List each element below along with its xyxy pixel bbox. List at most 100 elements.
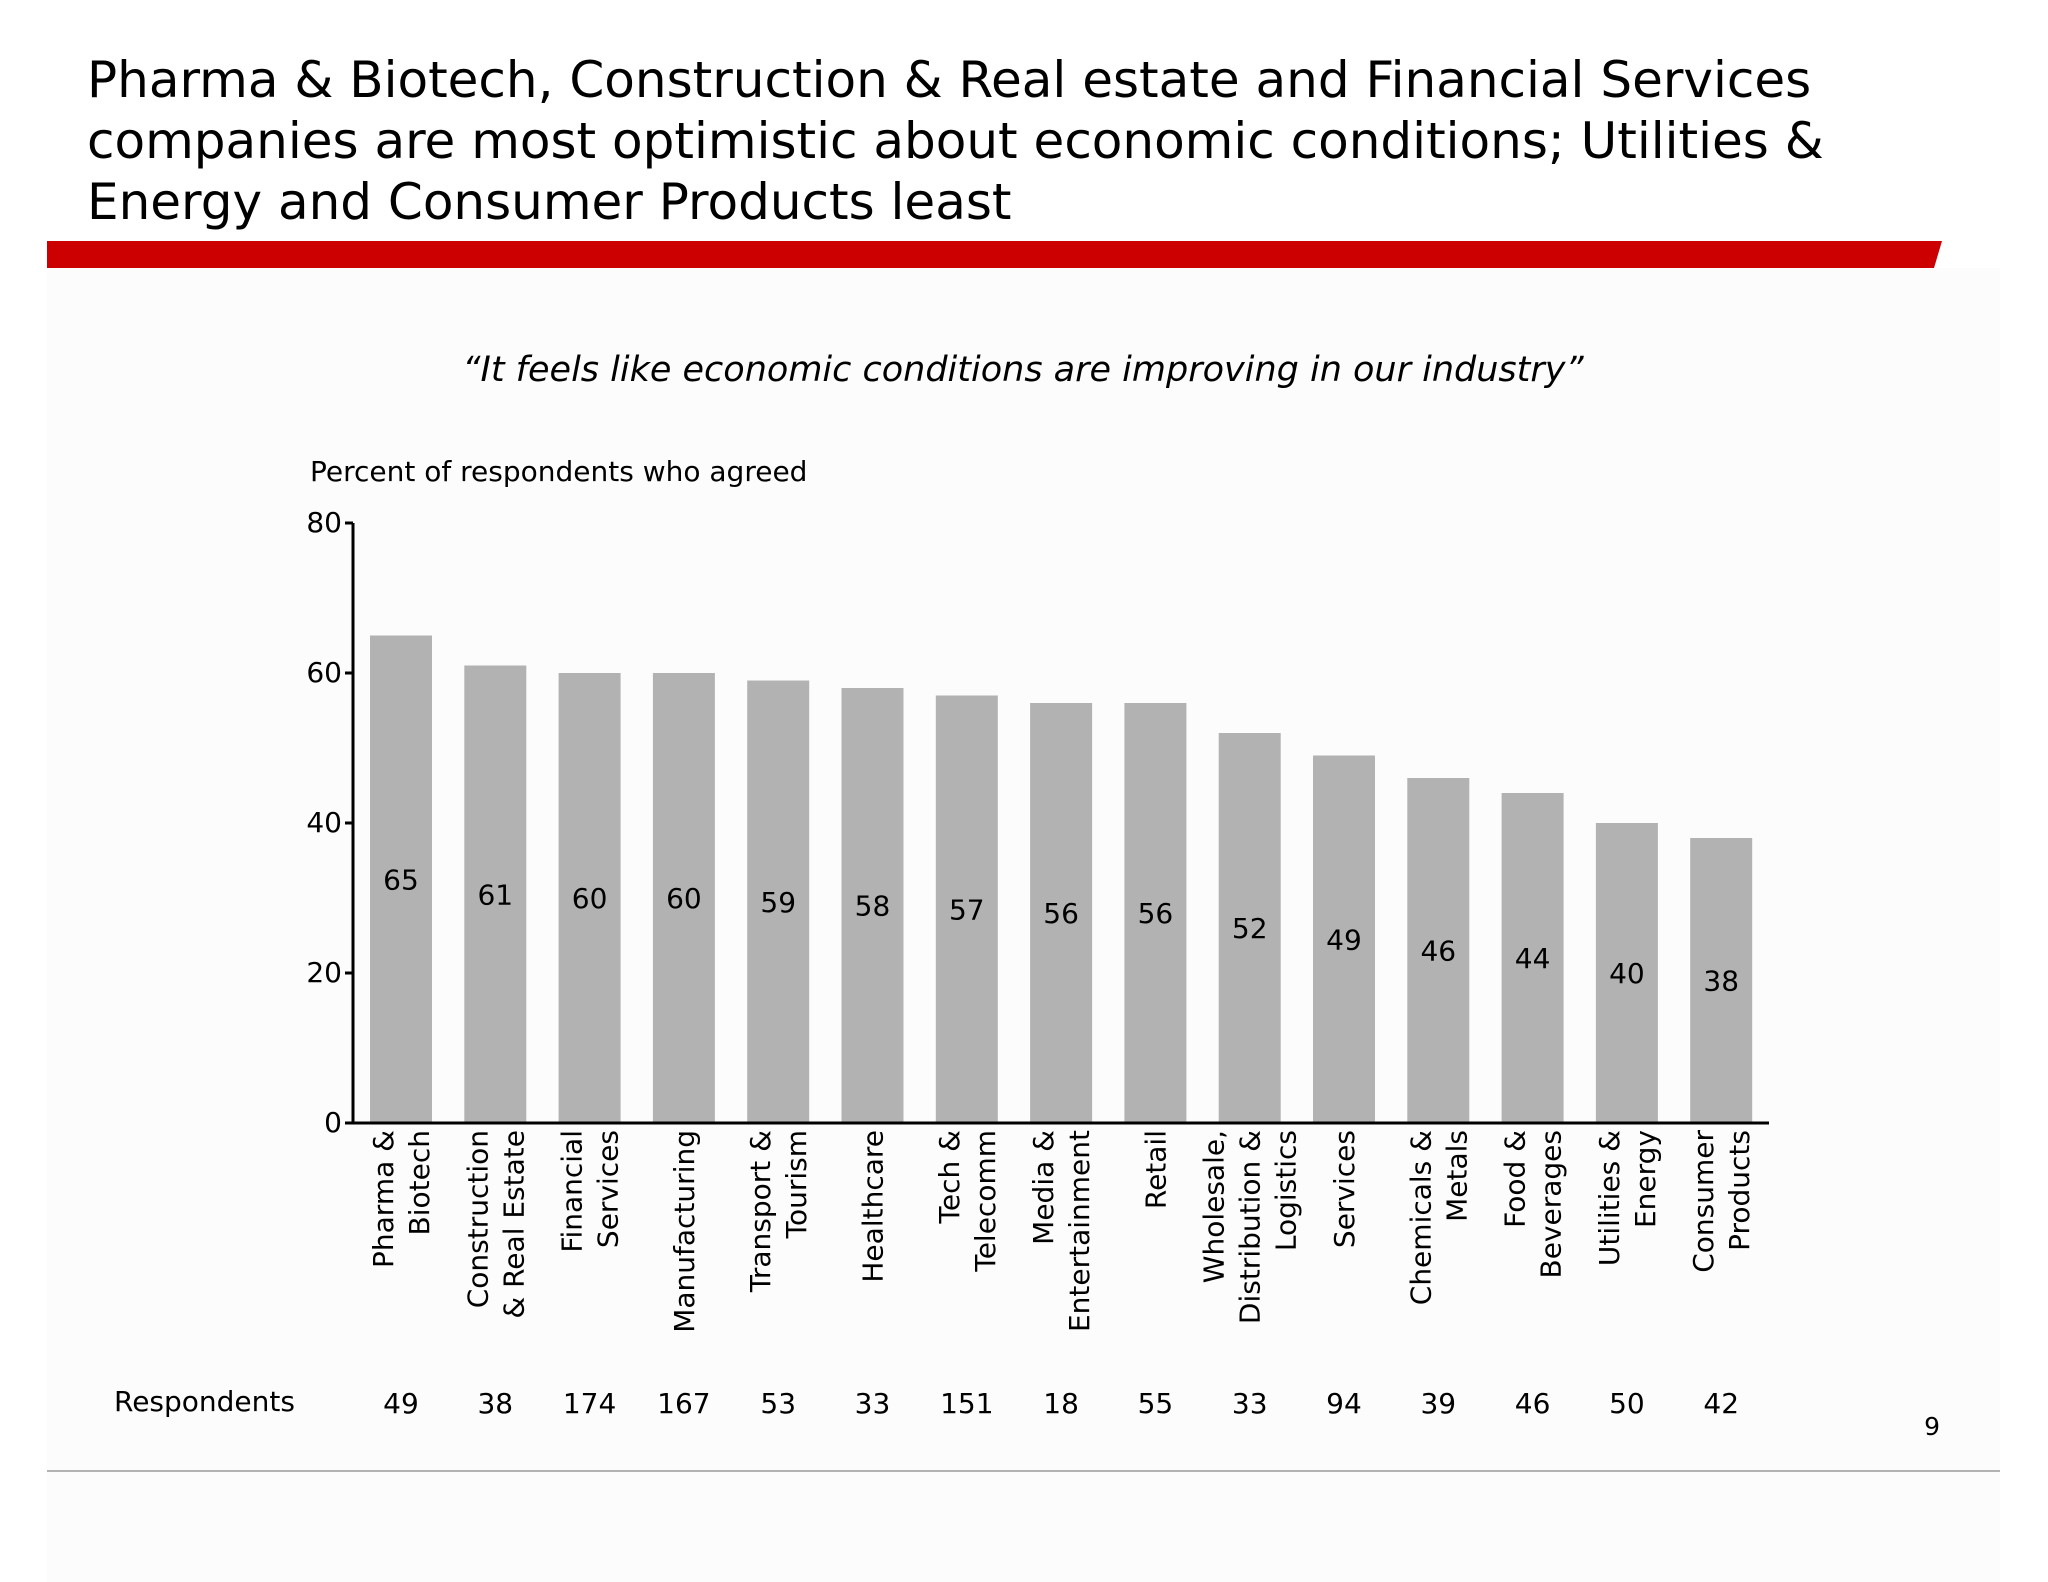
respondents-value: 39 (1420, 1387, 1456, 1420)
x-tick-label-line: Pharma & (367, 1130, 400, 1268)
x-tick-label-line: Biotech (403, 1130, 436, 1235)
chart-title: “It feels like economic conditions are i… (462, 350, 1584, 390)
respondents-value: 33 (855, 1387, 891, 1420)
x-tick-label-line: Chemicals & (1404, 1130, 1437, 1305)
x-tick-label: Tech & Telecomm (933, 1130, 1002, 1273)
x-tick-label-line: Media & (1027, 1130, 1060, 1245)
bar-chart: “It feels like economic conditions are i… (306, 350, 1769, 1420)
page-title: Pharma & Biotech, Construction & Real es… (87, 51, 1824, 231)
respondents-value: 167 (657, 1387, 710, 1420)
x-tick-label: Retail (1139, 1130, 1172, 1209)
bar-value-label: 49 (1326, 923, 1362, 956)
bar (841, 688, 904, 1123)
x-tick-label-line: Food & (1499, 1130, 1532, 1228)
x-tick-label-line: & Real Estate (497, 1130, 530, 1319)
x-tick-label: Consumer Products (1687, 1130, 1756, 1273)
bar (1407, 778, 1470, 1123)
bar-value-label: 61 (477, 878, 513, 911)
y-tick-label: 20 (306, 956, 342, 989)
y-axis-label: Percent of respondents who agreed (310, 455, 807, 488)
bar-value-label: 46 (1420, 935, 1456, 968)
x-tick-label-line: Wholesale, (1198, 1130, 1231, 1283)
x-tick-label-line: Energy (1629, 1130, 1662, 1228)
bar-value-label: 40 (1609, 957, 1645, 990)
x-tick-label: Chemicals & Metals (1404, 1130, 1473, 1305)
x-tick-label-line: Healthcare (857, 1130, 890, 1283)
bar-value-label: 65 (383, 863, 419, 896)
x-tick-label-line: Products (1723, 1130, 1756, 1251)
y-axis: 0 20 40 60 80 (306, 506, 1769, 1139)
bar-value-label: 56 (1043, 897, 1079, 930)
bar (1124, 703, 1187, 1123)
y-tick-label: 0 (324, 1106, 342, 1139)
respondents-value: 53 (760, 1387, 796, 1420)
x-tick-label: Food & Beverages (1499, 1130, 1568, 1279)
bar (370, 635, 432, 1123)
x-tick-label-line: Entertainment (1063, 1130, 1096, 1332)
bar (935, 695, 998, 1123)
x-tick-label-line: Logistics (1270, 1130, 1303, 1251)
y-tick-label: 60 (306, 656, 342, 689)
x-tick-label-line: Services (592, 1130, 625, 1248)
respondents-value: 174 (563, 1387, 616, 1420)
respondents-value: 94 (1326, 1387, 1362, 1420)
respondents-value: 38 (477, 1387, 513, 1420)
x-tick-label-line: Retail (1139, 1130, 1172, 1209)
bar (1218, 733, 1281, 1123)
bar-value-label: 57 (949, 893, 985, 926)
bottom-divider (47, 1470, 2000, 1472)
x-tick-label: Construction & Real Estate (461, 1130, 530, 1319)
x-tick-label: Wholesale, Distribution & Logistics (1198, 1130, 1303, 1324)
x-tick-label-line: Construction (461, 1130, 494, 1308)
bar (1690, 838, 1753, 1123)
respondents-value: 55 (1138, 1387, 1174, 1420)
x-tick-label-line: Tourism (780, 1130, 813, 1239)
y-tick-label: 40 (306, 806, 342, 839)
bar (1030, 703, 1093, 1123)
x-tick-label-line: Financial (556, 1130, 589, 1253)
x-tick-label: Manufacturing (668, 1130, 701, 1333)
page-number: 9 (1924, 1412, 1940, 1441)
bar-value-label: 59 (760, 886, 796, 919)
bar (558, 673, 621, 1123)
bar (1501, 793, 1564, 1123)
bar (1313, 755, 1375, 1123)
respondents-value: 42 (1703, 1387, 1739, 1420)
bar-value-label: 60 (572, 882, 608, 915)
x-tick-label-line: Manufacturing (668, 1130, 701, 1333)
respondents-value: 50 (1609, 1387, 1645, 1420)
x-tick-label: Utilities & Energy (1593, 1130, 1662, 1266)
bar-value-label: 52 (1232, 912, 1268, 945)
x-tick-label: Pharma & Biotech (367, 1130, 436, 1268)
x-tick-label: Financial Services (556, 1130, 625, 1253)
bars-group (370, 635, 1753, 1123)
x-tick-label-line: Tech & (933, 1130, 966, 1224)
bar-value-label: 58 (855, 890, 891, 923)
bar-value-label: 56 (1138, 897, 1174, 930)
x-tick-label: Media & Entertainment (1027, 1130, 1096, 1332)
x-tick-label-line: Telecomm (969, 1130, 1002, 1273)
x-tick-label: Transport & Tourism (744, 1130, 813, 1293)
x-tick-label-line: Services (1328, 1130, 1361, 1248)
title-accent-bar (47, 241, 1942, 268)
bar-value-label: 38 (1703, 965, 1739, 998)
bar (652, 673, 715, 1123)
respondents-value: 46 (1515, 1387, 1551, 1420)
x-tick-label-line: Utilities & (1593, 1130, 1626, 1266)
bar (464, 665, 527, 1123)
respondents-value: 151 (940, 1387, 993, 1420)
respondents-value: 33 (1232, 1387, 1268, 1420)
bar-value-label: 44 (1515, 942, 1551, 975)
respondents-value: 18 (1043, 1387, 1079, 1420)
x-tick-label-line: Beverages (1535, 1130, 1568, 1279)
x-tick-label-line: Distribution & (1234, 1130, 1267, 1324)
x-tick-label-line: Consumer (1687, 1130, 1720, 1273)
x-tick-label: Healthcare (857, 1130, 890, 1283)
bar (747, 680, 810, 1123)
x-tick-label: Services (1328, 1130, 1361, 1248)
respondents-label: Respondents (114, 1385, 295, 1418)
bar (1595, 823, 1658, 1123)
x-tick-label-line: Transport & (744, 1130, 777, 1293)
respondents-values-group: 49 38 174 167 53 33 151 18 55 33 94 39 46 50 42 (383, 1387, 1739, 1420)
value-labels-group: 65 61 60 60 59 58 57 56 56 52 49 46 44 40 38 (383, 863, 1739, 997)
